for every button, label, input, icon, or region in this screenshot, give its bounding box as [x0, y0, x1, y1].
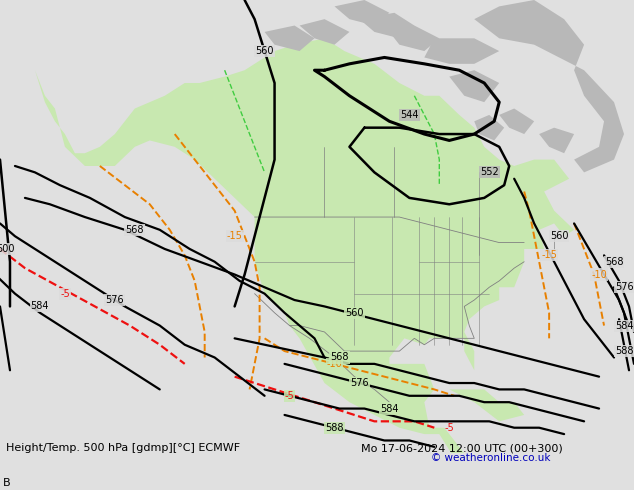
Text: 584: 584 — [615, 320, 633, 331]
Text: -10: -10 — [327, 359, 342, 369]
Text: 576: 576 — [350, 378, 369, 388]
Text: -10: -10 — [591, 270, 607, 279]
Text: 588: 588 — [325, 423, 344, 433]
Text: -15: -15 — [227, 231, 243, 241]
Text: 500: 500 — [0, 244, 14, 254]
Text: 568: 568 — [605, 257, 623, 267]
Text: B: B — [3, 478, 11, 488]
Text: -5: -5 — [444, 423, 454, 433]
Text: 560: 560 — [256, 46, 274, 56]
Polygon shape — [450, 390, 524, 421]
Polygon shape — [299, 19, 349, 45]
Polygon shape — [264, 25, 314, 51]
Polygon shape — [474, 0, 624, 172]
Text: 584: 584 — [30, 301, 49, 312]
Text: 560: 560 — [550, 231, 568, 241]
Text: 576: 576 — [105, 295, 124, 305]
Polygon shape — [424, 38, 499, 64]
Text: 568: 568 — [330, 352, 349, 363]
Polygon shape — [450, 70, 499, 102]
Text: 588: 588 — [615, 346, 633, 356]
Polygon shape — [389, 25, 439, 51]
Text: -15: -15 — [541, 250, 557, 260]
Text: 544: 544 — [400, 110, 418, 120]
Text: 560: 560 — [345, 308, 364, 318]
Text: Mo 17-06-2024 12:00 UTC (00+300): Mo 17-06-2024 12:00 UTC (00+300) — [361, 443, 563, 453]
Polygon shape — [335, 0, 389, 25]
Text: -5: -5 — [60, 289, 70, 298]
Text: © weatheronline.co.uk: © weatheronline.co.uk — [431, 453, 550, 463]
Polygon shape — [35, 38, 574, 479]
Polygon shape — [359, 13, 415, 38]
Text: 552: 552 — [480, 168, 498, 177]
Text: 576: 576 — [615, 282, 633, 292]
Text: 584: 584 — [380, 404, 399, 414]
Polygon shape — [539, 128, 574, 153]
Text: 568: 568 — [126, 225, 144, 235]
Text: Height/Temp. 500 hPa [gdmp][°C] ECMWF: Height/Temp. 500 hPa [gdmp][°C] ECMWF — [6, 443, 240, 453]
Text: -5: -5 — [285, 391, 294, 401]
Polygon shape — [499, 108, 534, 134]
Polygon shape — [474, 115, 504, 141]
